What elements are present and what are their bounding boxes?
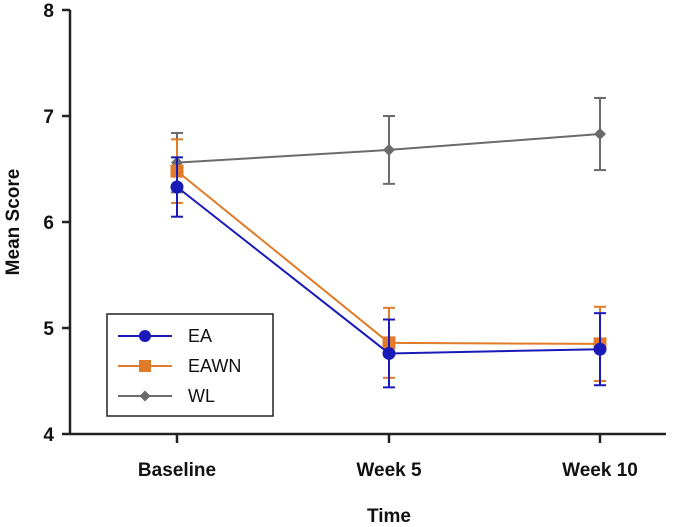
x-axis-ticks: Baseline Week 5 Week 10 [138,434,638,481]
data-point-marker [383,143,395,156]
legend: EA EAWN WL [106,313,274,417]
legend-items: EA EAWN WL [118,326,241,406]
x-tick-label: Baseline [138,460,216,481]
data-point-marker [139,330,151,342]
legend-label: EAWN [188,356,241,376]
y-tick-label: 7 [43,107,54,128]
series-layer [170,96,607,389]
y-tick-label: 5 [43,319,54,340]
data-point-marker [594,128,606,141]
data-point-marker [593,342,607,356]
data-point-marker [170,180,184,194]
x-tick-label: Week 5 [356,460,422,481]
x-axis-title: Time [367,506,411,527]
legend-label: EA [188,326,212,346]
series-wl [171,96,606,194]
data-point-marker [382,346,396,360]
x-tick-label: Week 10 [562,460,638,481]
y-tick-label: 8 [43,1,54,22]
legend-label: WL [188,386,215,406]
data-point-marker [139,360,151,372]
data-point-marker [139,390,151,402]
y-tick-label: 4 [43,425,54,446]
series-ea [170,156,607,389]
y-axis-ticks: 4 5 6 7 8 [43,1,70,446]
y-axis-title: Mean Score [3,169,24,276]
y-tick-label: 6 [43,213,54,234]
